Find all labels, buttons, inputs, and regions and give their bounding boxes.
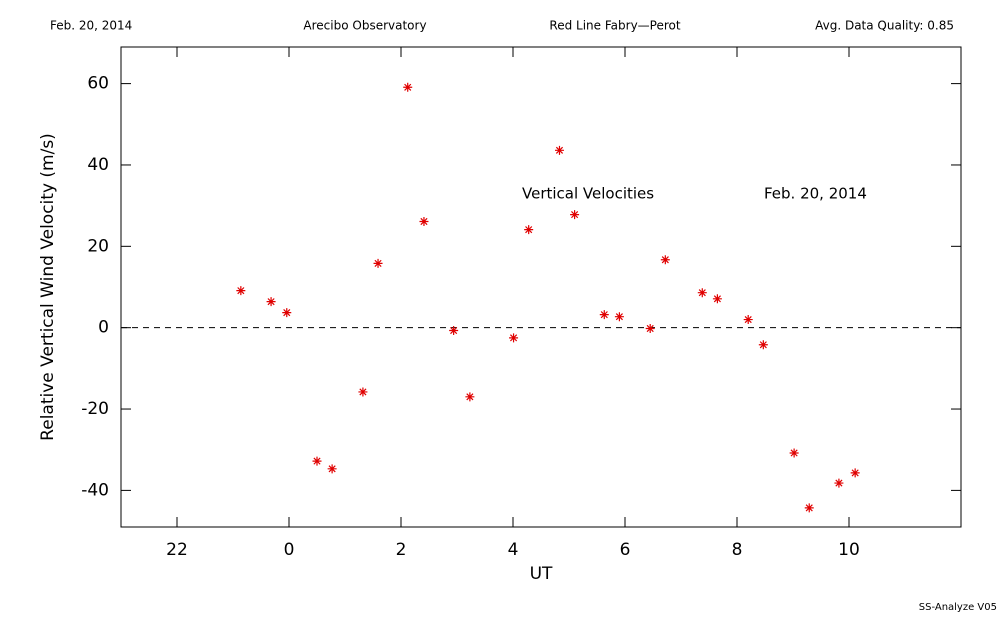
data-point [266,297,276,307]
data-point [743,315,753,325]
data-point [465,392,475,402]
data-point [419,217,429,227]
header-instrument: Red Line Fabry—Perot [549,19,680,33]
y-tick-label: 40 [87,155,109,175]
data-point [789,448,799,458]
x-tick-label: 8 [732,540,743,560]
data-point [599,310,609,320]
x-tick-label: 2 [396,540,407,560]
data-point [282,308,292,318]
x-axis-label: UT [530,564,553,584]
data-point [712,294,722,304]
y-tick-label: -20 [81,399,109,419]
data-point [327,464,337,474]
y-tick-label: 20 [87,236,109,256]
data-point [850,468,860,478]
data-point [660,255,670,265]
data-point [570,210,580,220]
y-tick-label: 60 [87,74,109,94]
data-point [312,456,322,466]
data-point [358,387,368,397]
data-point [554,145,564,155]
x-tick-label: 0 [284,540,295,560]
annotation: Feb. 20, 2014 [764,185,867,203]
x-tick-label: 6 [620,540,631,560]
data-point [449,326,459,336]
x-tick-label: 10 [838,540,860,560]
header-date: Feb. 20, 2014 [50,19,132,33]
data-point [614,312,624,322]
footer: SS-Analyze V05 [919,602,997,613]
annotation: Vertical Velocities [522,185,654,203]
x-tick-label: 4 [508,540,519,560]
plot-frame [120,46,962,528]
data-point [236,286,246,296]
data-point [758,340,768,350]
data-point [373,258,383,268]
y-tick-label: -40 [81,480,109,500]
data-point [645,323,655,333]
y-tick-label: 0 [98,318,109,338]
data-point [403,82,413,92]
header-observatory: Arecibo Observatory [303,19,426,33]
data-point [697,288,707,298]
data-point [524,225,534,235]
y-axis-label: Relative Vertical Wind Velocity (m/s) [38,133,58,441]
data-point [804,503,814,513]
header-quality: Avg. Data Quality: 0.85 [815,19,954,33]
data-point [834,478,844,488]
x-tick-label: 22 [166,540,188,560]
data-point [509,333,519,343]
